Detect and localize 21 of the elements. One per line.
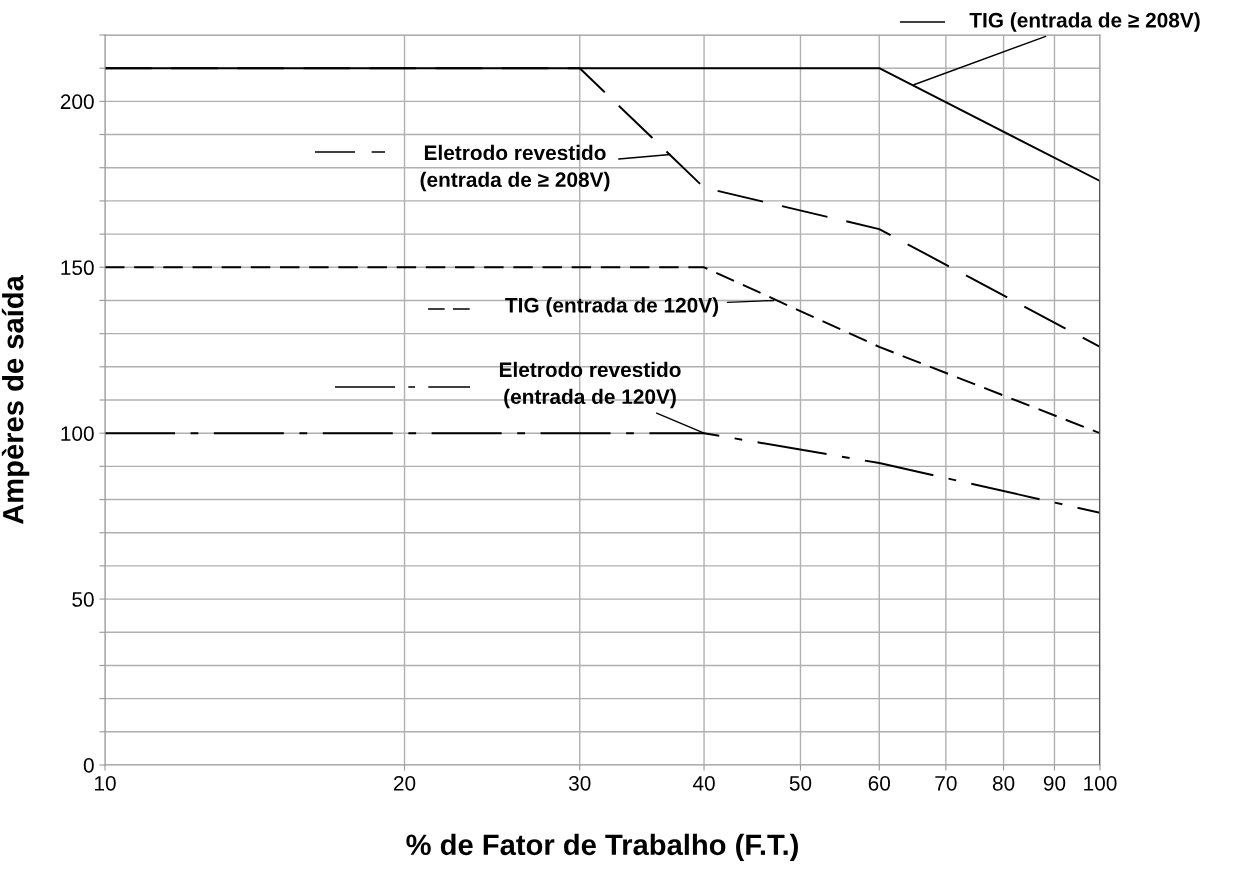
x-tick-label: 80 <box>992 775 1015 791</box>
x-tick-label: 100 <box>1084 775 1117 791</box>
y-tick-label: 50 <box>72 592 94 607</box>
annotation: Eletrodo revestido (entrada de 120V) <box>499 361 681 409</box>
x-tick-label: 50 <box>789 775 812 791</box>
x-tick-label: 60 <box>868 775 891 791</box>
y-tick-label: 0 <box>83 758 94 773</box>
x-tick-label: 20 <box>393 775 416 791</box>
x-tick-label: 30 <box>568 775 591 791</box>
x-axis-title: % de Fator de Trabalho (F.T.) <box>406 833 798 861</box>
y-tick-label: 100 <box>61 426 94 441</box>
x-tick-label: 90 <box>1043 775 1066 791</box>
x-tick-label: 70 <box>935 775 957 791</box>
x-tick-label: 40 <box>692 775 715 791</box>
annotation: TIG (entrada de 120V) <box>505 297 719 317</box>
y-tick-label: 150 <box>61 260 94 276</box>
annotation: TIG (entrada de ≥ 208V) <box>969 12 1200 32</box>
y-tick-label: 200 <box>60 94 94 110</box>
annotation: Eletrodo revestido (entrada de ≥ 208V) <box>420 144 610 192</box>
x-tick-label: 10 <box>95 775 116 791</box>
y-axis-title: Ampères de saída <box>1 274 30 525</box>
